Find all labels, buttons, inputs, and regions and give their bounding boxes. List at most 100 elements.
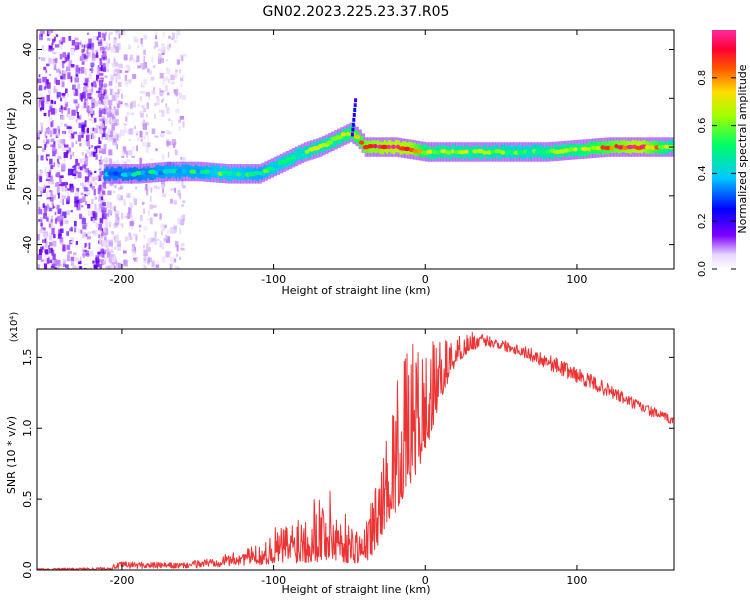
noise-speckle	[169, 227, 175, 234]
y-tick-label: 1.5	[21, 349, 34, 367]
noise-speckle	[60, 193, 64, 198]
noise-speckle	[116, 144, 118, 150]
noise-speckle	[179, 116, 185, 120]
noise-speckle	[173, 258, 177, 263]
noise-speckle	[76, 112, 80, 118]
noise-speckle	[43, 263, 48, 269]
noise-speckle	[159, 72, 164, 79]
noise-speckle	[128, 207, 132, 214]
noise-speckle	[98, 224, 103, 231]
noise-speckle	[96, 208, 101, 213]
noise-speckle	[156, 260, 159, 264]
ridge-core	[485, 150, 493, 155]
noise-speckle	[87, 231, 92, 235]
noise-speckle	[37, 78, 42, 84]
noise-speckle	[45, 253, 48, 260]
noise-speckle	[136, 145, 139, 152]
noise-speckle	[85, 79, 88, 87]
noise-speckle	[75, 64, 79, 71]
noise-speckle	[82, 196, 86, 203]
noise-speckle	[177, 98, 179, 105]
noise-speckle	[146, 113, 148, 118]
noise-speckle	[121, 159, 124, 163]
noise-speckle	[108, 32, 113, 35]
ridge-halo	[674, 137, 677, 157]
noise-speckle	[166, 68, 171, 75]
noise-speckle	[90, 62, 95, 67]
noise-speckle	[176, 87, 178, 91]
noise-speckle	[113, 206, 116, 212]
noise-speckle	[62, 186, 66, 192]
noise-speckle	[75, 257, 78, 262]
noise-speckle	[141, 63, 145, 70]
noise-speckle	[83, 55, 88, 59]
noise-speckle	[51, 144, 56, 151]
noise-speckle	[164, 84, 168, 92]
noise-speckle	[126, 151, 128, 158]
noise-speckle	[162, 80, 165, 86]
noise-speckle	[100, 259, 105, 265]
noise-speckle	[152, 205, 157, 208]
noise-speckle	[107, 58, 111, 64]
noise-speckle	[60, 215, 64, 219]
noise-speckle	[67, 108, 71, 115]
noise-speckle	[123, 199, 126, 206]
noise-speckle	[57, 139, 62, 143]
noise-speckle	[111, 95, 116, 101]
noise-speckle	[89, 267, 92, 269]
ridge-core	[534, 149, 544, 154]
noise-speckle	[40, 222, 43, 227]
noise-speckle	[161, 43, 165, 47]
noise-speckle	[76, 203, 81, 211]
noise-speckle	[109, 113, 114, 117]
ridge-band	[449, 147, 453, 160]
noise-speckle	[108, 255, 111, 262]
noise-speckle	[166, 44, 171, 51]
noise-speckle	[80, 55, 84, 60]
ridge-band	[358, 134, 362, 147]
noise-speckle	[86, 140, 90, 147]
noise-speckle	[60, 121, 63, 127]
ridge-core	[107, 171, 116, 176]
noise-speckle	[90, 211, 95, 216]
noise-speckle	[155, 264, 160, 268]
noise-speckle	[94, 79, 97, 82]
noise-speckle	[87, 111, 91, 114]
noise-speckle	[99, 199, 104, 205]
noise-speckle	[80, 229, 83, 234]
noise-speckle	[63, 107, 66, 110]
noise-speckle	[141, 202, 144, 205]
noise-speckle	[109, 183, 114, 186]
noise-speckle	[90, 128, 93, 135]
noise-speckle	[88, 242, 91, 250]
noise-speckle	[167, 151, 170, 158]
noise-speckle	[58, 129, 60, 136]
noise-speckle	[104, 133, 108, 140]
noise-speckle	[98, 87, 101, 92]
noise-speckle	[117, 121, 120, 124]
noise-speckle	[162, 98, 164, 101]
noise-speckle	[84, 263, 87, 266]
noise-speckle	[98, 197, 103, 202]
noise-speckle	[81, 124, 85, 132]
noise-speckle	[98, 193, 103, 197]
noise-speckle	[84, 44, 88, 48]
noise-speckle	[62, 61, 65, 69]
noise-speckle	[53, 162, 56, 168]
ridge-band	[467, 147, 471, 160]
noise-speckle	[104, 205, 107, 208]
noise-speckle	[115, 76, 118, 84]
noise-speckle	[128, 139, 132, 142]
noise-speckle	[87, 236, 92, 240]
noise-speckle	[166, 92, 170, 96]
noise-speckle	[89, 43, 94, 50]
noise-speckle	[49, 223, 51, 228]
noise-speckle	[40, 57, 46, 61]
snr-x-label: Height of straight line (km)	[281, 583, 430, 596]
noise-speckle	[131, 251, 136, 257]
ridge-core	[353, 134, 361, 140]
noise-speckle	[53, 100, 57, 105]
noise-speckle	[126, 193, 131, 199]
noise-speckle	[124, 70, 129, 73]
noise-speckle	[98, 184, 102, 191]
